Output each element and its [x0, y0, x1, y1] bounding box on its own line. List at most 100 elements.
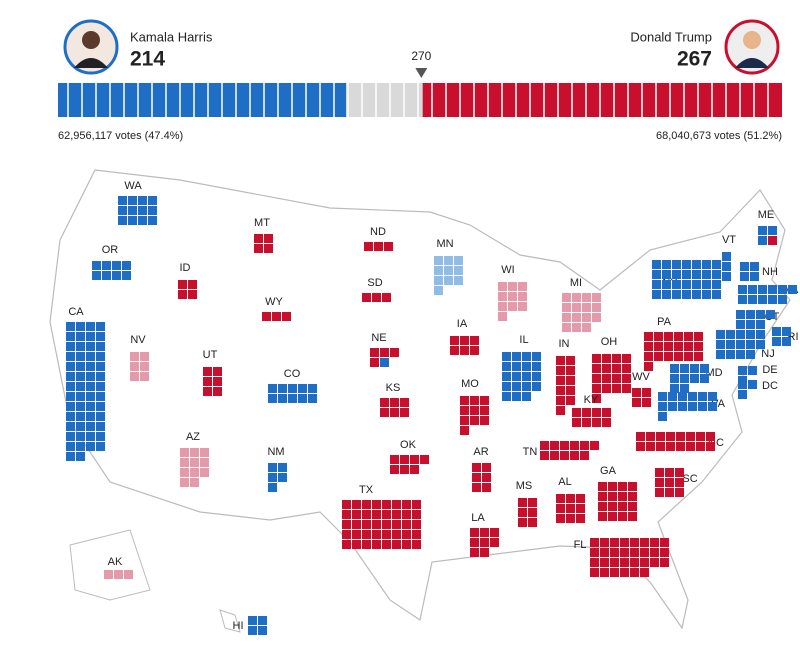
tile — [420, 455, 429, 464]
tile — [76, 342, 85, 351]
tile — [746, 310, 755, 319]
tile — [676, 442, 685, 451]
tile — [482, 483, 491, 492]
state-tiles — [362, 293, 391, 302]
tile — [630, 558, 639, 567]
state-label: WY — [265, 296, 283, 308]
state-label: AZ — [186, 431, 200, 443]
tile — [692, 280, 701, 289]
tile — [746, 350, 755, 359]
tile — [66, 392, 75, 401]
tile — [656, 442, 665, 451]
state-tiles — [632, 388, 651, 407]
tile — [66, 352, 75, 361]
tile — [434, 256, 443, 265]
tile — [658, 392, 667, 401]
state-tiles — [262, 312, 291, 321]
tile — [86, 382, 95, 391]
tile — [576, 504, 585, 513]
state-label: IL — [519, 334, 528, 346]
tile — [622, 364, 631, 373]
tile — [672, 260, 681, 269]
state-label: IA — [457, 318, 468, 330]
tile — [640, 538, 649, 547]
tile — [550, 451, 559, 460]
tile — [138, 206, 147, 215]
tile — [646, 432, 655, 441]
tile — [490, 528, 499, 537]
tile — [402, 540, 411, 549]
tile — [402, 530, 411, 539]
tile — [566, 396, 575, 405]
tile — [308, 384, 317, 393]
tile — [740, 272, 749, 281]
tile — [92, 261, 101, 270]
tile — [76, 422, 85, 431]
tile — [658, 412, 667, 421]
tile — [130, 372, 139, 381]
tile — [508, 292, 517, 301]
tile — [380, 408, 389, 417]
state-label: HI — [233, 620, 244, 632]
tile — [178, 280, 187, 289]
tile — [726, 330, 735, 339]
tile — [380, 398, 389, 407]
tile — [450, 336, 459, 345]
state-tiles — [434, 256, 463, 295]
tile — [630, 568, 639, 577]
state-tiles — [364, 242, 393, 251]
tile — [342, 520, 351, 529]
tile — [636, 432, 645, 441]
tile — [562, 323, 571, 332]
tile — [390, 455, 399, 464]
tile — [756, 320, 765, 329]
tile — [400, 455, 409, 464]
tile — [390, 348, 399, 357]
tile — [342, 540, 351, 549]
tile — [652, 260, 661, 269]
tile — [576, 514, 585, 523]
tile — [342, 530, 351, 539]
tile — [592, 394, 601, 403]
hawaii-outline — [219, 609, 241, 633]
state-tiles — [370, 348, 399, 367]
state-tiles — [118, 196, 157, 225]
tile — [66, 382, 75, 391]
tile — [502, 372, 511, 381]
tile — [598, 492, 607, 501]
tile — [178, 290, 187, 299]
tile — [454, 266, 463, 275]
tile — [582, 313, 591, 322]
state-tiles — [268, 463, 287, 492]
tile — [148, 196, 157, 205]
tile — [716, 330, 725, 339]
tile — [598, 482, 607, 491]
tile — [86, 432, 95, 441]
state-label: WI — [501, 264, 514, 276]
tile — [512, 352, 521, 361]
state-label: AK — [108, 556, 123, 568]
tile — [674, 352, 683, 361]
tile — [190, 448, 199, 457]
state-tiles — [460, 396, 489, 435]
tile — [264, 244, 273, 253]
tile — [726, 350, 735, 359]
tile — [288, 384, 297, 393]
tile — [592, 303, 601, 312]
state-label: CO — [284, 368, 301, 380]
tile — [560, 441, 569, 450]
state-label: MD — [705, 367, 722, 379]
tile — [570, 441, 579, 450]
tile — [352, 540, 361, 549]
tile — [118, 196, 127, 205]
tile — [612, 354, 621, 363]
tile — [203, 377, 212, 386]
tile — [666, 432, 675, 441]
tile — [712, 270, 721, 279]
tile — [598, 512, 607, 521]
tile — [392, 510, 401, 519]
tile — [738, 380, 747, 389]
tile — [382, 500, 391, 509]
tile — [128, 206, 137, 215]
tile — [746, 320, 755, 329]
